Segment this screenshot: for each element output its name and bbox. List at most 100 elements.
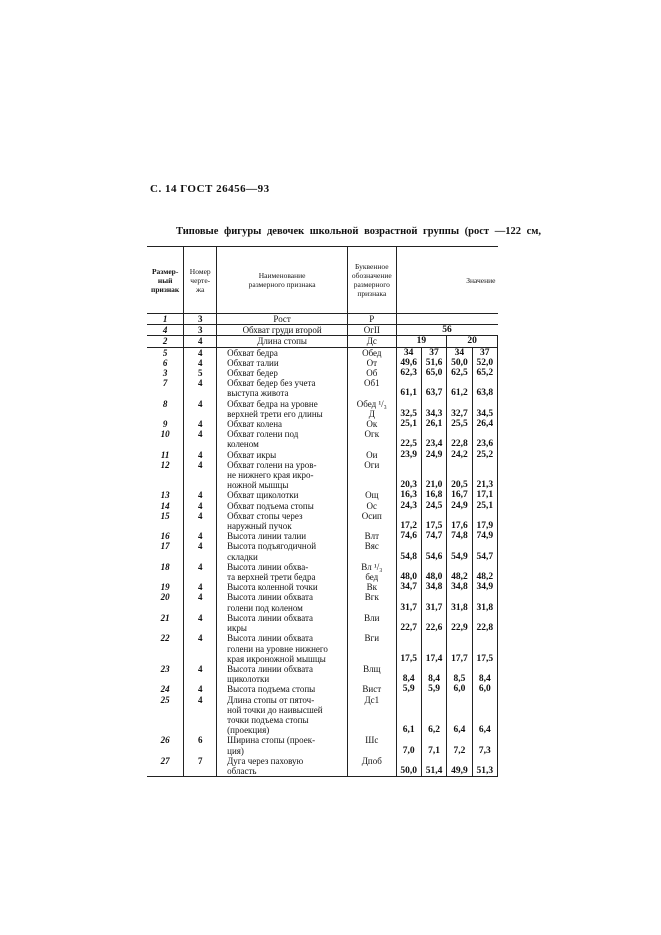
- measurement-code: Вл ¹/₃ бед: [347, 561, 397, 583]
- value: 51,4: [421, 755, 448, 778]
- measurement-name: Высота подъягодичной складки: [216, 541, 349, 562]
- value: 8,4: [421, 663, 448, 685]
- value: 50,0: [396, 755, 422, 778]
- measurement-name: Высота коленной точки: [216, 582, 349, 593]
- value: 54,8: [396, 541, 422, 562]
- table-row: 19 4 Высота коленной точки Вк 34,7 34,8 34,8 34…: [147, 582, 499, 593]
- page-header: С. 14 ГОСТ 26456—93: [150, 183, 270, 195]
- table-row: 1 3 Рост Р: [147, 313, 498, 326]
- row-number: 2: [147, 335, 185, 348]
- table-row: 9 4 Обхват колена Ок 25,1 26,1 25,5 26,4: [147, 419, 499, 430]
- figure-number: 3: [183, 313, 218, 326]
- row-number: 15: [147, 510, 185, 532]
- row-number: 1: [147, 313, 185, 326]
- measurement-name: Длина стопы: [216, 335, 349, 348]
- value: 74,8: [446, 531, 473, 542]
- table-row: 11 4 Обхват икры Ои 23,9 24,9 24,2 25,2: [147, 449, 499, 460]
- measurement-name: Высота линии обхва- та верхней трети бед…: [216, 561, 349, 583]
- figure-number: 6: [183, 735, 218, 756]
- value: 22,7: [396, 612, 422, 634]
- value: 48,2: [446, 561, 473, 583]
- figure-number: 4: [183, 429, 218, 450]
- value: 34,7: [396, 582, 422, 593]
- measurement-table: Размер- ный признак Номер черте- жа Наим…: [147, 246, 499, 778]
- measurement-code: Вк: [347, 582, 397, 593]
- row-number: 10: [147, 429, 185, 450]
- row-number: 27: [147, 755, 185, 778]
- value: 17,6: [446, 510, 473, 532]
- value: 20,5: [446, 459, 473, 491]
- table-row: 15 4 Обхват стопы через наружный пучок Осип…: [147, 510, 499, 532]
- col-header-code: Буквенное обозначение размерного признак…: [347, 246, 397, 314]
- col-header-num: Размер- ный признак: [147, 246, 185, 314]
- figure-number: 4: [183, 541, 218, 562]
- value: 62,5: [446, 368, 473, 379]
- value: 54,9: [446, 541, 473, 562]
- value: 23,6: [472, 429, 499, 450]
- value: 61,2: [446, 378, 473, 399]
- value: 31,8: [472, 592, 499, 613]
- measurement-name: Высота линии талии: [216, 531, 349, 542]
- col-header-figure: Номер черте- жа: [183, 246, 218, 314]
- col-header-value: Значение: [396, 246, 498, 314]
- value: 34,5: [472, 398, 499, 420]
- table-row: 4 3 Обхват груди второй ОгII 56: [147, 324, 498, 337]
- figure-number: 4: [183, 347, 218, 358]
- value: 24,2: [446, 449, 473, 460]
- value: 74,7: [421, 531, 448, 542]
- figure-number: 4: [183, 378, 218, 399]
- measurement-code: Обед: [347, 347, 397, 358]
- value: 49,6: [396, 357, 422, 369]
- row-number: 19: [147, 582, 185, 593]
- value: 24,3: [396, 500, 422, 511]
- figure-number: 4: [183, 490, 218, 501]
- value: 6,1: [396, 694, 422, 736]
- measurement-code: Вги: [347, 633, 397, 664]
- value: 25,1: [472, 500, 499, 511]
- value: 6,0: [446, 684, 473, 695]
- value: [396, 313, 498, 326]
- row-number: 16: [147, 531, 185, 542]
- row-number: 25: [147, 694, 185, 736]
- value: 24,9: [421, 449, 448, 460]
- value: 24,9: [446, 500, 473, 511]
- measurement-code: Влщ: [347, 663, 397, 685]
- value: 17,5: [421, 510, 448, 532]
- value: 7,1: [421, 735, 448, 756]
- row-number: 17: [147, 541, 185, 562]
- table-row: 7 4 Обхват бедер без учета выступа живота О…: [147, 378, 499, 399]
- table-row: 25 4 Длина стопы от пяточ- ной точки до на…: [147, 694, 499, 736]
- measurement-name: Обхват бедер без учета выступа живота: [216, 378, 349, 399]
- value: 63,7: [421, 378, 448, 399]
- value: 32,7: [446, 398, 473, 420]
- value: 19: [396, 335, 448, 348]
- measurement-name: Обхват груди второй: [216, 324, 349, 337]
- value: 25,2: [472, 449, 499, 460]
- value: 7,3: [472, 735, 499, 756]
- figure-number: 4: [183, 510, 218, 532]
- figure-number: 4: [183, 459, 218, 491]
- measurement-code: Вяс: [347, 541, 397, 562]
- measurement-code: Шс: [347, 735, 397, 756]
- row-number: 13: [147, 490, 185, 501]
- row-number: 6: [147, 357, 185, 369]
- measurement-name: Высота линии обхвата икры: [216, 612, 349, 634]
- value: 8,4: [396, 663, 422, 685]
- value: 48,2: [472, 561, 499, 583]
- figure-number: 4: [183, 357, 218, 369]
- value: 25,5: [446, 419, 473, 430]
- measurement-code: Влт: [347, 531, 397, 542]
- figure-number: 4: [183, 531, 218, 542]
- value: 23,9: [396, 449, 422, 460]
- table-row: 26 6 Ширина стопы (проек- ция) Шс 7,0 7,1 7,2 7…: [147, 735, 499, 756]
- table-row: 14 4 Обхват подъема стопы Ос 24,3 24,5 24,9 25,…: [147, 500, 499, 511]
- row-number: 14: [147, 500, 185, 511]
- value: 7,0: [396, 735, 422, 756]
- value: 54,7: [472, 541, 499, 562]
- table-row: 6 4 Обхват талии От 49,6 51,6 50,0 52,0: [147, 357, 499, 369]
- table-row: 10 4 Обхват голени под коленом Огк 22,5 23,4 2…: [147, 429, 499, 450]
- figure-number: 4: [183, 449, 218, 460]
- table-row: 5 4 Обхват бедра Обед 34 37 34 37: [147, 347, 499, 358]
- row-number: 23: [147, 663, 185, 685]
- value: 34,8: [421, 582, 448, 593]
